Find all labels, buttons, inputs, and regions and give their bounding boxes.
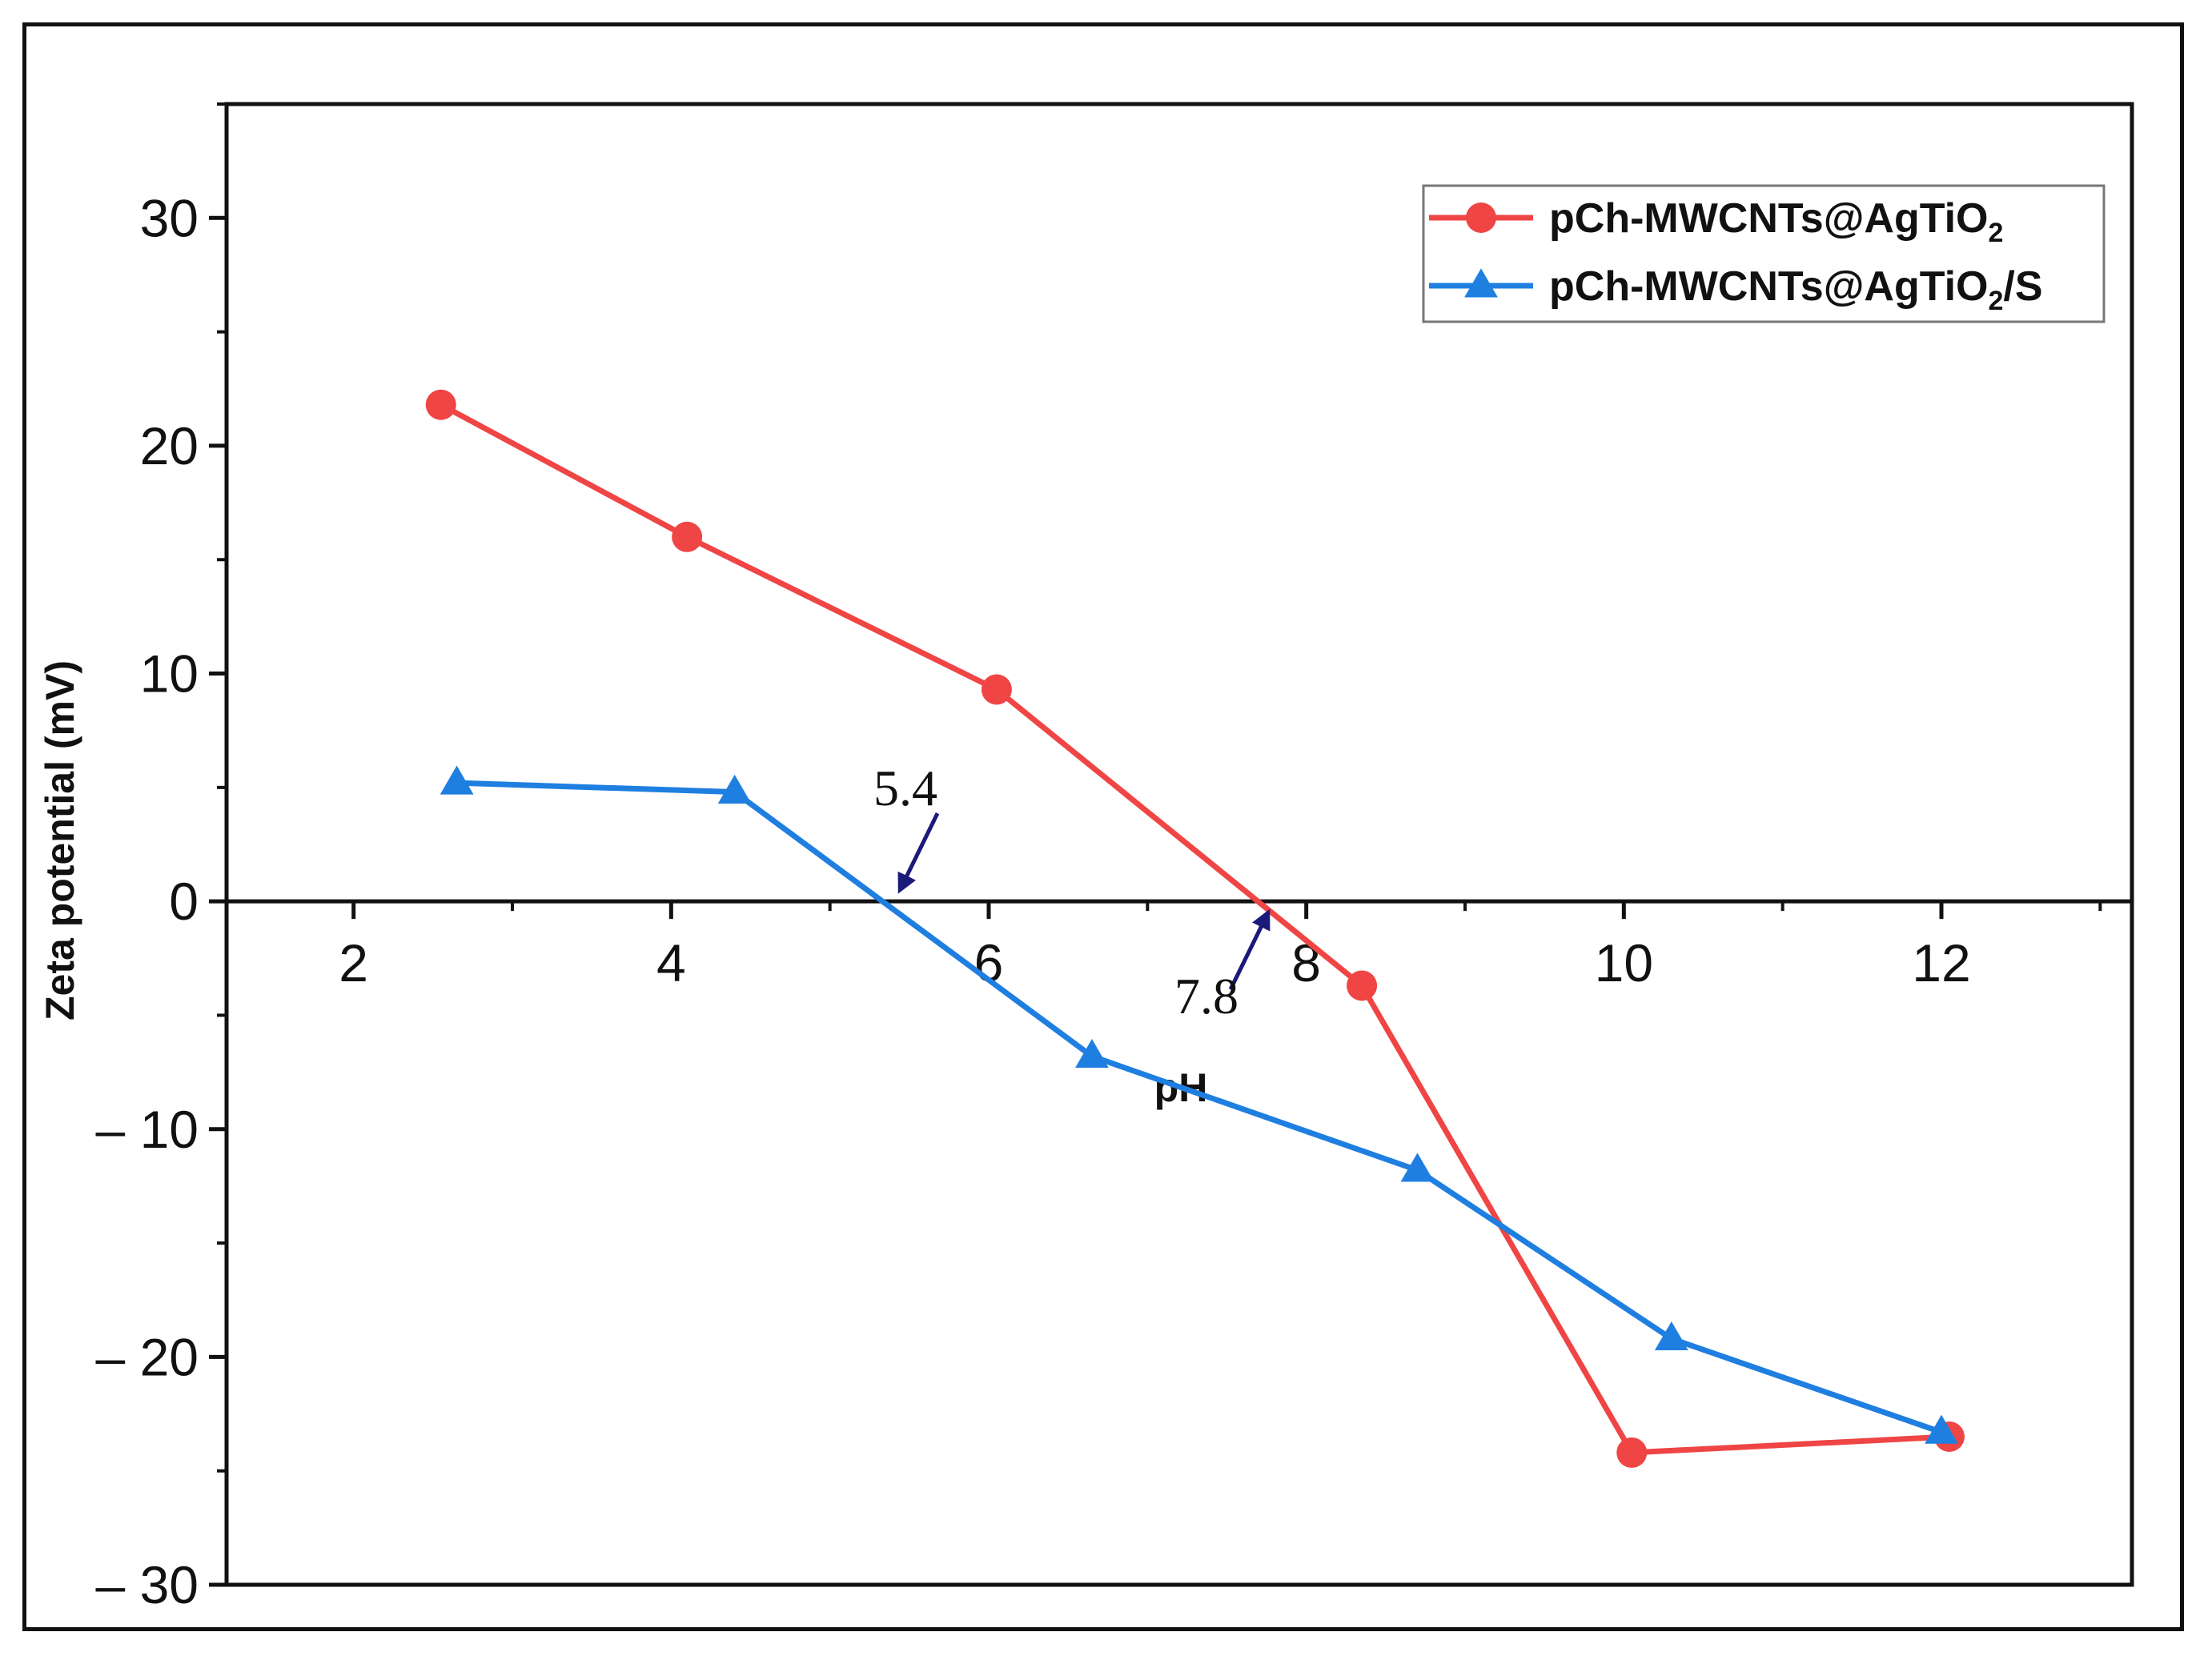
annotation-7.8: 7.8 <box>1174 908 1271 1024</box>
legend: pCh-MWCNTs@AgTiO2 pCh-MWCNTs@AgTiO2/S <box>1422 184 2106 323</box>
annotation-5.4: 5.4 <box>873 760 940 894</box>
circle-data-point <box>1616 1437 1648 1468</box>
legend-label: pCh-MWCNTs@AgTiO2 <box>1549 195 2003 248</box>
legend-box <box>1422 184 2106 323</box>
legend-label: pCh-MWCNTs@AgTiO2/S <box>1549 263 2043 316</box>
circle-data-point <box>1347 970 1378 1001</box>
y-tick-label: – 10 <box>96 1100 199 1159</box>
triangle-data-point <box>1400 1153 1435 1182</box>
y-axis: 30 20 10 0 – 10 – 20 – 30 <box>96 102 227 1614</box>
triangle-data-point <box>1654 1321 1688 1351</box>
y-tick-label: – 20 <box>96 1327 199 1386</box>
circle-data-point <box>425 389 456 420</box>
legend-item-1: pCh-MWCNTs@AgTiO2 <box>1429 195 2003 248</box>
annotation-layer: 5.4 7.8 <box>873 760 1271 1024</box>
x-tick-label: 10 <box>1595 933 1653 992</box>
x-tick-label: 2 <box>339 933 368 992</box>
series-line <box>456 780 1943 1435</box>
legend-item-2: pCh-MWCNTs@AgTiO2/S <box>1429 263 2043 316</box>
y-tick-label: – 30 <box>96 1555 199 1614</box>
plot-area-border <box>224 102 2134 1587</box>
x-tick-label: 6 <box>974 933 1004 992</box>
series-2 <box>440 765 1958 1444</box>
figure-frame <box>22 22 2184 1631</box>
annotation-label: 7.8 <box>1174 968 1238 1024</box>
circle-data-point <box>672 521 703 552</box>
y-axis-title: Zeta potential (mV) <box>38 660 82 1020</box>
triangle-data-point <box>1075 1039 1109 1069</box>
circle-data-point <box>981 674 1012 705</box>
triangle-data-point <box>440 765 474 795</box>
series-layer <box>425 389 1965 1468</box>
triangle-data-point <box>717 774 752 804</box>
annotation-arrow <box>1228 908 1271 991</box>
legend-circle-marker <box>1466 202 1496 233</box>
y-tick-label: 30 <box>140 188 199 247</box>
y-tick-label: 20 <box>140 416 199 475</box>
series-1 <box>425 389 1965 1468</box>
series-line <box>440 402 1950 1456</box>
legend-triangle-marker <box>1464 268 1498 298</box>
y-tick-label: 0 <box>169 872 199 931</box>
annotation-arrow <box>897 812 940 894</box>
x-tick-label: 4 <box>656 933 686 992</box>
x-tick-label: 12 <box>1912 933 1970 992</box>
y-tick-label: 10 <box>140 644 199 704</box>
annotation-label: 5.4 <box>873 760 937 816</box>
triangle-data-point <box>1925 1414 1958 1444</box>
